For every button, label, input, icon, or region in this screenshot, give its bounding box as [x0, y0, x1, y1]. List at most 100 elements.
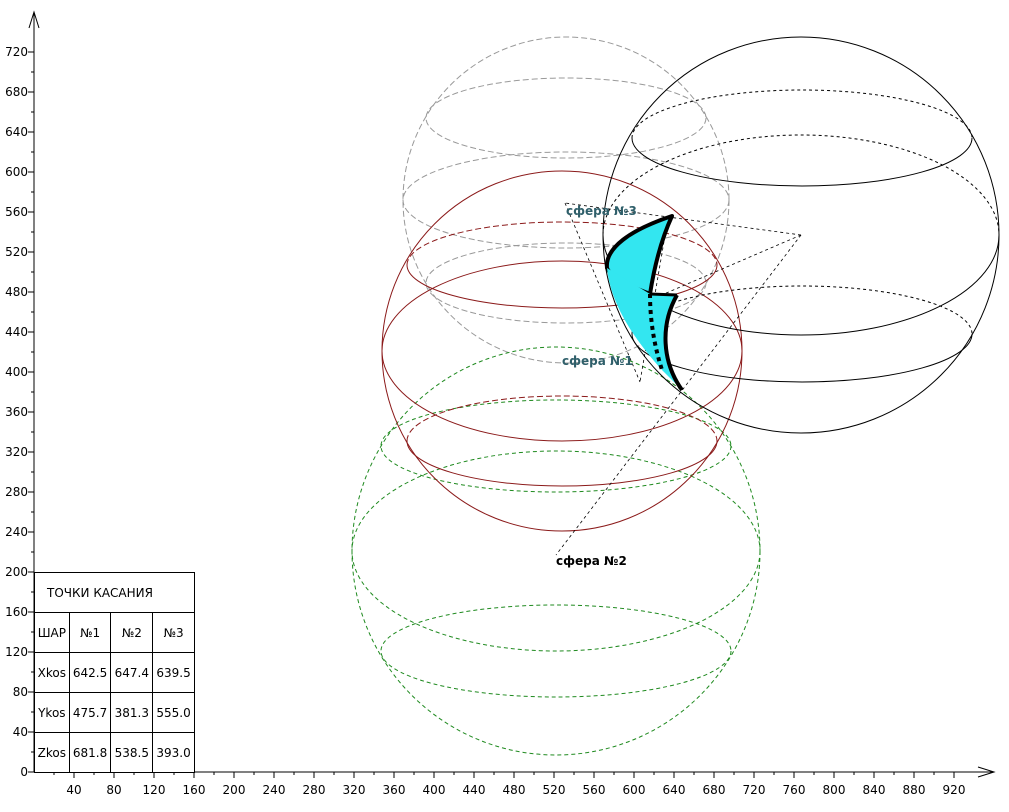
sphere-1-equator: [381, 260, 743, 442]
x-tick-label: 40: [66, 783, 81, 797]
sphere-2: [351, 346, 761, 756]
y-tick-label: 720: [5, 45, 28, 59]
large-sphere-upper-ring-front: [631, 137, 973, 187]
table-cell: 681.8: [68, 732, 112, 773]
header-cell: №2: [110, 612, 154, 653]
y-tick-label: 160: [5, 605, 28, 619]
large-sphere-upper-ring-back: [631, 89, 973, 139]
y-tick-label: 240: [5, 525, 28, 539]
x-axis-arrow: [977, 766, 996, 778]
x-tick-label: 760: [783, 783, 806, 797]
y-axis-ticks: 0 40 80 120 160 200 240 280 320 360 400 440 480 520 56…: [5, 45, 34, 779]
line-sphere3-to-sphere1: [564, 202, 641, 383]
x-axis-ticks: 40 80 120 160 200 240 280 320 360 400 440 480 520 560…: [53, 772, 965, 797]
table-cell: 642.5: [68, 652, 112, 693]
contact-patch-lower: [607, 268, 682, 390]
x-tick-label: 840: [863, 783, 886, 797]
contact-curve-lower: [663, 294, 684, 392]
sphere-3-upper-ring: [425, 77, 707, 159]
contact-patch: [604, 214, 684, 392]
construction-lines: [555, 202, 802, 556]
contact-points-table: ТОЧКИ КАСАНИЯ ШАР №1 №2 №3 Xkos 642.5 64…: [34, 572, 195, 773]
x-tick-label: 320: [343, 783, 366, 797]
table-cell: 538.5: [110, 732, 154, 773]
large-sphere-equator-back: [602, 134, 1000, 236]
sphere-2-label: сфера №2: [556, 554, 627, 568]
sphere-2-upper-ring: [380, 399, 732, 493]
y-tick-label: 520: [5, 245, 28, 259]
line-center-to-sphere1: [656, 234, 802, 298]
header-cell: №3: [152, 612, 195, 653]
y-tick-label: 440: [5, 325, 28, 339]
large-sphere-lower-ring-back: [631, 285, 973, 335]
sphere-1: [381, 170, 743, 532]
table-cell: 555.0: [152, 692, 195, 733]
y-tick-label: 200: [5, 565, 28, 579]
y-tick-label: 80: [13, 685, 28, 699]
sphere-3-lower-ring: [425, 242, 707, 324]
row-label: Ykos: [34, 692, 70, 733]
y-tick-label: 280: [5, 485, 28, 499]
x-tick-label: 720: [743, 783, 766, 797]
x-tick-label: 680: [703, 783, 726, 797]
sphere-3-label: сфера №3: [566, 204, 637, 218]
x-tick-label: 160: [183, 783, 206, 797]
contact-segment: [649, 292, 678, 297]
line-tangency-a: [639, 217, 669, 383]
table-header-row: ШАР №1 №2 №3: [34, 612, 195, 653]
y-tick-label: 40: [13, 725, 28, 739]
header-cell: ШАР: [34, 612, 70, 653]
table-title: ТОЧКИ КАСАНИЯ: [34, 572, 195, 613]
y-tick-label: 360: [5, 405, 28, 419]
table-cell: 647.4: [110, 652, 154, 693]
sphere-1-lower-ring-front: [406, 440, 718, 487]
sphere-1-label: сфера №1: [562, 354, 633, 368]
table-row: Xkos 642.5 647.4 639.5: [34, 652, 195, 693]
sphere-2-outline: [351, 346, 761, 756]
x-tick-label: 200: [223, 783, 246, 797]
x-tick-label: 480: [503, 783, 526, 797]
sphere-3: [402, 36, 730, 364]
sphere-1-upper-ring-front: [406, 264, 718, 309]
y-tick-label: 600: [5, 165, 28, 179]
large-sphere-lower-ring-front: [631, 333, 973, 383]
sphere-3-equator: [402, 151, 730, 249]
table-row: Ykos 475.7 381.3 555.0: [34, 692, 195, 733]
x-tick-label: 80: [106, 783, 121, 797]
y-tick-label: 400: [5, 365, 28, 379]
x-tick-label: 560: [583, 783, 606, 797]
x-tick-label: 400: [423, 783, 446, 797]
row-label: Zkos: [34, 732, 70, 773]
header-cell: №1: [68, 612, 112, 653]
y-tick-label: 0: [20, 765, 28, 779]
x-tick-label: 640: [663, 783, 686, 797]
y-tick-label: 680: [5, 85, 28, 99]
table-cell: 639.5: [152, 652, 195, 693]
x-tick-label: 520: [543, 783, 566, 797]
line-center-to-sphere3: [564, 202, 802, 236]
x-tick-label: 280: [303, 783, 326, 797]
row-label: Xkos: [34, 652, 70, 693]
x-tick-label: 440: [463, 783, 486, 797]
y-tick-label: 120: [5, 645, 28, 659]
x-tick-label: 880: [903, 783, 926, 797]
sphere-1-outline: [381, 170, 743, 532]
y-tick-label: 480: [5, 285, 28, 299]
x-tick-label: 240: [263, 783, 286, 797]
sphere-2-lower-ring: [380, 604, 732, 698]
y-tick-label: 640: [5, 125, 28, 139]
x-tick-label: 360: [383, 783, 406, 797]
line-center-to-sphere2: [555, 234, 802, 556]
table-row: Zkos 681.8 538.5 393.0: [34, 732, 195, 773]
sphere-1-upper-ring-back: [406, 221, 718, 266]
x-tick-label: 120: [143, 783, 166, 797]
x-tick-label: 800: [823, 783, 846, 797]
x-tick-label: 600: [623, 783, 646, 797]
sphere-2-equator: [351, 450, 761, 652]
table-cell: 475.7: [68, 692, 112, 733]
table-cell: 381.3: [110, 692, 154, 733]
y-tick-label: 560: [5, 205, 28, 219]
sphere-1-lower-ring-back: [406, 395, 718, 442]
y-axis-arrow: [28, 10, 40, 29]
